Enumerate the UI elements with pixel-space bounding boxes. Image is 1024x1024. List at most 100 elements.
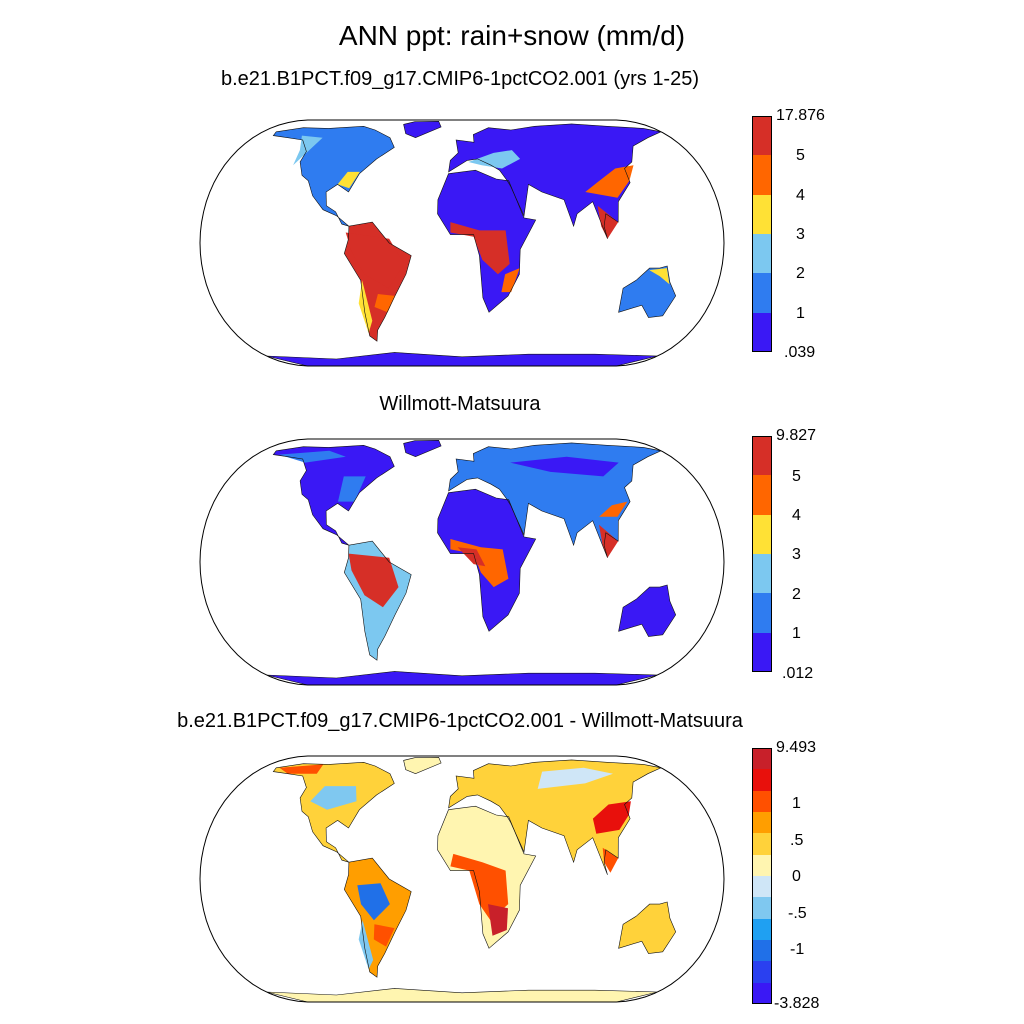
- precip-region: [337, 171, 360, 189]
- precip-region: [649, 268, 670, 285]
- map-outline: [199, 755, 725, 1003]
- precip-region: [488, 904, 508, 936]
- panel-2-title: Willmott-Matsuura: [379, 393, 541, 415]
- colorbar-swatch: [752, 632, 772, 673]
- panel-3-colorbar-tick: -.5: [788, 905, 807, 922]
- colorbar-swatch: [752, 790, 772, 813]
- colorbar-swatch: [752, 194, 772, 235]
- precip-region: [373, 924, 395, 947]
- greenland-land: [403, 440, 442, 457]
- precip-region: [510, 456, 619, 477]
- colorbar-swatch: [752, 876, 772, 898]
- coastline: [266, 988, 658, 1002]
- panel-3-colorbar-tick: 0: [792, 868, 801, 885]
- panel-1-colorbar-min-label: .039: [784, 344, 816, 361]
- panel-1-colorbar-tick: 4: [796, 187, 805, 204]
- coastline: [343, 221, 412, 342]
- australia-land: [618, 585, 676, 637]
- antarctica-land: [266, 671, 658, 685]
- north-america-land: [273, 445, 395, 546]
- north-america-land: [273, 762, 395, 863]
- panel-2-colorbar: [752, 436, 772, 673]
- precip-region: [599, 524, 619, 558]
- colorbar-swatch: [752, 961, 772, 984]
- precip-region: [537, 767, 613, 789]
- precip-region: [450, 222, 510, 275]
- australia-land: [618, 266, 676, 318]
- colorbar-swatch: [752, 155, 772, 196]
- panel-1-colorbar-tick: 1: [796, 305, 805, 322]
- colorbar-swatch: [752, 940, 772, 962]
- precip-region: [585, 165, 634, 198]
- colorbar-swatch: [752, 593, 772, 634]
- panel-3-colorbar-tick: .5: [790, 832, 804, 849]
- coastline: [403, 439, 442, 458]
- coastline: [266, 671, 658, 685]
- panel-2-colorbar-tick: 1: [792, 625, 801, 642]
- colorbar-swatch: [752, 769, 772, 792]
- precip-region: [345, 232, 405, 289]
- north-america-land: [273, 126, 395, 227]
- panel-1-colorbar-tick: 5: [796, 147, 805, 164]
- precip-region: [592, 801, 631, 834]
- coastline: [618, 584, 677, 637]
- eurasia-land: [448, 759, 662, 875]
- coastline: [266, 352, 658, 366]
- panel-2-colorbar-min-label: .012: [782, 665, 814, 682]
- panel-2-colorbar-tick: 3: [792, 546, 801, 563]
- greenland-land: [403, 757, 442, 774]
- precip-region: [338, 476, 366, 502]
- colorbar-swatch: [752, 833, 772, 856]
- coastline: [272, 761, 395, 863]
- colorbar-swatch: [752, 918, 772, 941]
- colorbar-swatch: [752, 514, 772, 555]
- panel-2-colorbar-tick: 2: [792, 586, 801, 603]
- colorbar-swatch: [752, 554, 772, 594]
- precip-region: [293, 135, 323, 166]
- panel-2-map: [199, 438, 725, 686]
- precip-region: [440, 818, 512, 848]
- colorbar-swatch: [752, 982, 772, 1005]
- precip-region: [457, 547, 486, 567]
- panel-3-colorbar: [752, 748, 772, 1005]
- colorbar-swatch: [752, 748, 772, 770]
- australia-land: [618, 902, 676, 954]
- precip-region: [357, 883, 390, 921]
- greenland-land: [403, 121, 442, 138]
- coastline: [448, 759, 663, 875]
- panel-2-colorbar-tick: 4: [792, 507, 801, 524]
- precip-region: [279, 764, 324, 774]
- antarctica-land: [266, 988, 658, 1002]
- panel-1-title: b.e21.B1PCT.f09_g17.CMIP6-1pctCO2.001 (y…: [220, 68, 700, 90]
- colorbar-swatch: [752, 273, 772, 314]
- colorbar-swatch: [752, 854, 772, 877]
- precip-region: [279, 450, 346, 463]
- coastline: [343, 857, 412, 978]
- panel-1-map: [199, 119, 725, 367]
- precip-region: [358, 920, 374, 970]
- precip-region: [450, 853, 509, 921]
- panel-3-colorbar-tick: -1: [790, 941, 805, 958]
- precip-region: [501, 268, 520, 293]
- coastline: [437, 169, 537, 313]
- colorbar-swatch: [752, 234, 772, 274]
- panel-2-colorbar-tick: 5: [792, 468, 801, 485]
- coastline: [403, 120, 442, 139]
- map-outline: [199, 119, 725, 367]
- colorbar-swatch: [752, 475, 772, 516]
- colorbar-swatch: [752, 436, 772, 476]
- coastline: [448, 123, 663, 239]
- panel-3-colorbar-tick: 1: [792, 795, 801, 812]
- panel-3-colorbar-min-label: -3.828: [774, 995, 820, 1012]
- precip-region: [310, 786, 357, 810]
- precip-region: [348, 553, 399, 608]
- map-outline: [199, 438, 725, 686]
- precip-region: [374, 294, 395, 313]
- panel-3-map: [199, 755, 725, 1003]
- coastline: [437, 488, 537, 632]
- coastline: [618, 265, 677, 318]
- precip-region: [602, 847, 619, 873]
- precip-region: [597, 205, 619, 239]
- coastline: [618, 901, 677, 954]
- panel-3-title: b.e21.B1PCT.f09_g17.CMIP6-1pctCO2.001 - …: [177, 710, 743, 732]
